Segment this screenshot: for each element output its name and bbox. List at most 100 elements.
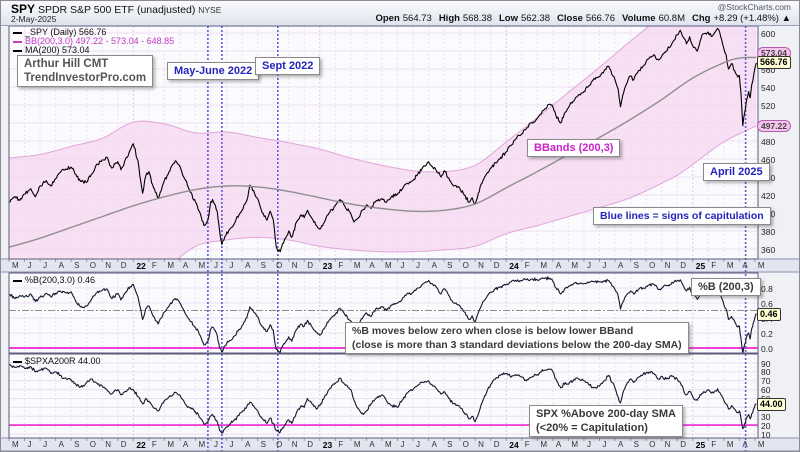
month-label: J [586,261,591,270]
month-label: M [167,440,175,449]
month-label: A [369,440,375,449]
legend-ma[interactable]: MA(200) 573.04 [13,45,90,55]
spy-close-line [9,27,757,253]
y-axis-tick-label: 80 [761,367,771,378]
year-label: 23 [322,440,333,450]
percent-b-note: %B moves below zero when close is below … [345,322,689,354]
month-label: M [540,440,547,449]
month-label: D [493,440,500,449]
instrument-name: SPDR S&P 500 ETF (unadjusted) [37,4,196,16]
quote-field-value: 568.38 [462,13,492,24]
y-axis-tick-label: 90 [761,358,771,369]
y-axis-tick-label: 0.8 [761,283,773,294]
y-axis-tick-label: 560 [761,64,776,75]
quote-field-label: High [438,13,460,24]
stockcharts-credit[interactable]: @StockCharts.com [717,2,791,12]
legend-percent-b[interactable]: %B(200,3.0) 0.46 [13,275,95,285]
legend-spy[interactable]: _SPY (Daily) 566.76 [13,27,106,37]
month-label: M [12,261,19,270]
credit-box: Arthur Hill CMT TrendInvestorPro.com [17,55,154,87]
month-label: N [291,440,298,449]
month-axis-top[interactable]: M J J A S O N D 22 F M A M J J A S O N D 23 F M A M J J A S O N D 24 F M A M… [1,259,799,273]
month-label: M [757,440,765,449]
month-label: F [338,440,344,449]
month-label: M [198,261,206,270]
month-label: D [307,440,314,449]
legend-bbands[interactable]: BB(200,3.0) 497.22 - 573.04 - 648.85 [13,36,174,46]
month-label: A [245,261,251,270]
month-label: J [586,440,591,449]
month-label: M [353,261,361,270]
symbol[interactable]: SPY [11,2,36,16]
y-axis-tick-label: 480 [761,136,776,147]
month-label: S [633,261,639,270]
month-label: A [245,440,251,449]
y-axis-tick-label: 0.2 [761,328,773,339]
month-label: S [260,261,266,270]
legend-spxa200r[interactable]: $SPXA200R 44.00 [13,356,101,366]
spx-note-line-1: SPX %Above 200-day SMA [536,408,676,420]
month-label: J [602,261,607,270]
chart-header: SPY SPDR S&P 500 ETF (unadjusted) NYSE @… [1,1,799,26]
month-label: J [27,440,32,449]
month-label: A [58,440,64,449]
ma-200--line [9,56,757,248]
month-label: D [307,261,314,270]
month-label: N [105,261,112,270]
month-label: A [555,261,562,270]
month-label: O [89,261,96,270]
month-label: A [618,440,624,449]
bband-swatch-icon [13,40,22,43]
month-label: O [649,261,656,270]
year-label: 22 [136,440,146,450]
legend-spxa200r-label: $SPXA200R 44.00 [25,356,101,366]
lower-band-value-bubble: 497.22 [757,120,791,132]
month-label: M [540,261,547,270]
month-label: N [478,440,484,449]
percent-b-swatch-icon [13,279,22,282]
month-label: M [726,440,734,449]
quote-field-value: 564.73 [402,13,432,24]
month-label: J [27,261,32,270]
y-axis-tick-label: 600 [761,28,776,39]
month-label: D [680,261,686,270]
month-label: M [571,261,579,270]
legend-spy-label: _SPY (Daily) 566.76 [25,27,107,37]
month-label: S [633,440,639,449]
exchange: NYSE [198,5,222,15]
title-row: SPY SPDR S&P 500 ETF (unadjusted) NYSE [11,2,221,16]
quote-field-label: Volume [621,13,656,24]
month-label: F [151,261,157,270]
month-label: M [12,440,19,449]
month-label: A [742,440,748,449]
month-label: S [74,440,80,449]
year-label: 24 [509,440,519,450]
year-label: 25 [695,261,706,271]
month-label: J [400,440,405,449]
month-label: M [384,261,392,270]
percent-b-value-bubble: 0.46 [757,308,781,321]
legend-ma-label: MA(200) 573.04 [25,45,90,55]
credit-line-2[interactable]: TrendInvestorPro.com [24,72,147,84]
y-axis-tick-label: 520 [761,100,776,111]
quote-field-label: Low [498,13,518,24]
month-label: A [555,440,562,449]
spy-line-swatch-icon [13,31,22,34]
y-axis-tick-label: 0.6 [761,298,773,309]
y-axis-tick-label: 10 [761,429,771,440]
month-label: A [369,261,375,270]
month-label: J [229,440,234,449]
quote-field-label: Chg [692,13,711,24]
month-axis-bottom[interactable]: M J J A S O N D 22 F M A M J J A S O N D 23 F M A M J J A S O N D 24 F M A M… [1,438,799,451]
annotation-bbands: BBands (200,3) [527,139,621,157]
chart-date: 2-May-2025 [11,14,57,24]
quote-field-value: 60.8M [658,13,685,24]
month-label: A [618,261,624,270]
month-label: A [431,440,437,449]
spx-value-bubble: 44.00 [757,398,786,411]
month-label: D [493,261,500,270]
month-label: F [711,440,717,449]
month-label: J [229,261,234,270]
month-label: O [276,440,283,449]
month-label: A [431,261,437,270]
